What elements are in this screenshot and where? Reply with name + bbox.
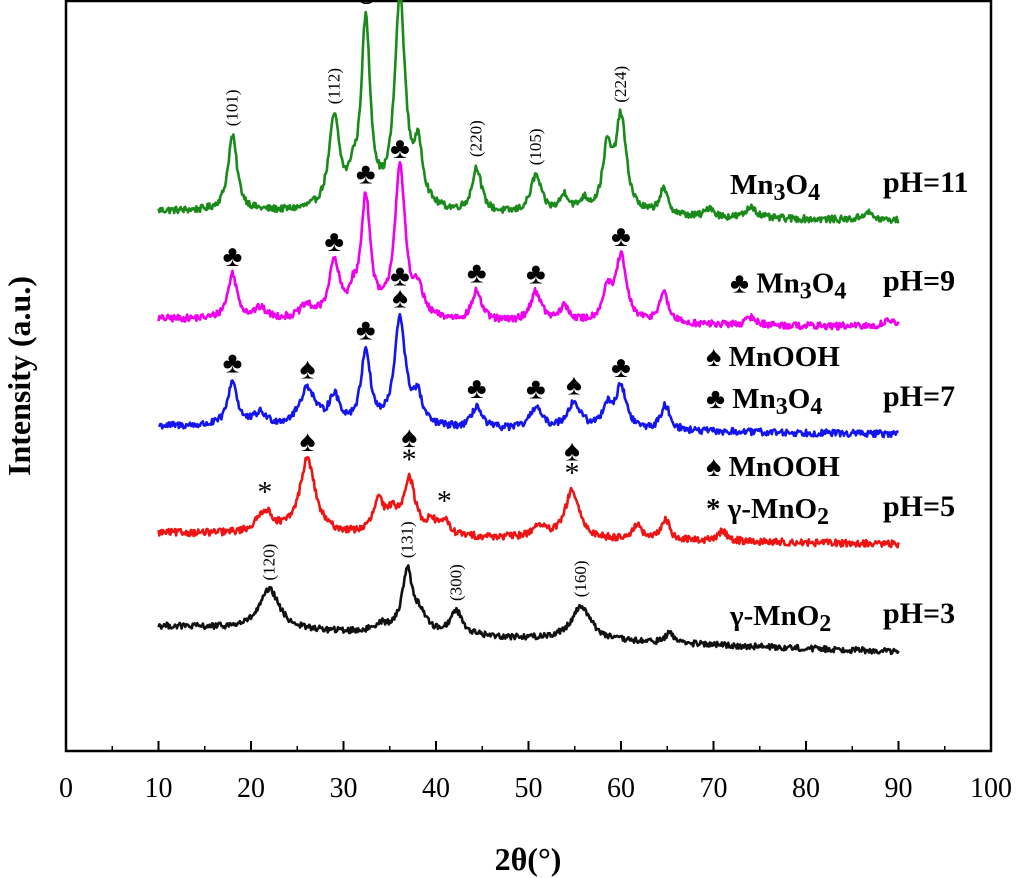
phase-label-part: O bbox=[812, 268, 835, 300]
phase-marker: ♣ bbox=[611, 351, 631, 384]
phase-label-part: O bbox=[786, 169, 809, 201]
series-ph-label: pH=3 bbox=[883, 597, 955, 630]
series-line bbox=[157, 0, 900, 224]
x-axis-title: 2θ(°) bbox=[495, 841, 562, 877]
phase-marker: ♠ bbox=[564, 435, 580, 468]
phase-label-part: 4 bbox=[834, 279, 846, 305]
hkl-annotation: (120) bbox=[260, 544, 279, 581]
phase-label-part: γ-MnO bbox=[729, 600, 819, 632]
phase-marker: ♣ bbox=[390, 260, 410, 293]
phase-marker: ♠ bbox=[566, 369, 582, 402]
series-ph-label: pH=9 bbox=[883, 265, 955, 298]
phase-label-part: 4 bbox=[810, 394, 822, 420]
x-tick-label: 30 bbox=[330, 773, 358, 804]
phase-marker: * bbox=[437, 484, 452, 517]
phase-marker: ♣ bbox=[223, 240, 243, 273]
phase-marker: ♣ bbox=[324, 225, 344, 258]
hkl-annotation: (160) bbox=[571, 560, 590, 597]
series-ph-label: pH=7 bbox=[883, 380, 955, 413]
x-axis: 0 10 20 30 40 50 60 70 80 90 100 bbox=[59, 741, 1012, 804]
label-layer: pH=11Mn3O4(101)(112)(103)(211)(220)(105)… bbox=[223, 0, 969, 637]
phase-marker: ♣ bbox=[467, 257, 487, 290]
phase-label: * γ-MnO2 bbox=[706, 493, 829, 530]
y-axis-title: Intensity (a.u.) bbox=[1, 276, 37, 476]
phase-marker: ♣ bbox=[390, 132, 410, 165]
phase-label-part: 2 bbox=[819, 611, 831, 637]
phase-marker: ♣ bbox=[611, 220, 631, 253]
phase-label-part: ♣ Mn bbox=[706, 383, 776, 415]
hkl-annotation: (220) bbox=[467, 120, 486, 157]
phase-label: Mn3O4 bbox=[730, 169, 820, 206]
hkl-annotation: (105) bbox=[526, 128, 545, 165]
phase-marker: ♠ bbox=[401, 421, 417, 454]
x-tick-label: 90 bbox=[885, 773, 913, 804]
phase-marker: ♣ bbox=[467, 372, 487, 405]
series-layer bbox=[157, 0, 900, 656]
series-line bbox=[157, 456, 900, 549]
phase-label-part: 4 bbox=[808, 180, 820, 206]
phase-marker: * bbox=[564, 457, 579, 490]
series-line bbox=[157, 161, 900, 331]
phase-label: ♠ MnOOH bbox=[706, 341, 840, 373]
phase-marker: ♣ bbox=[526, 372, 546, 405]
phase-label-part: 3 bbox=[800, 279, 812, 305]
hkl-annotation: (112) bbox=[324, 68, 343, 104]
x-tick-label: 60 bbox=[607, 773, 635, 804]
phase-label-part: 3 bbox=[774, 180, 786, 206]
phase-label-part: O bbox=[788, 383, 811, 415]
phase-marker: * bbox=[257, 475, 272, 508]
hkl-annotation: (300) bbox=[446, 564, 465, 601]
series-ph-label: pH=5 bbox=[883, 490, 955, 523]
phase-marker: * bbox=[402, 443, 417, 476]
x-tick-label: 10 bbox=[145, 773, 173, 804]
x-tick-label: 80 bbox=[792, 773, 820, 804]
x-tick-label: 40 bbox=[422, 773, 450, 804]
hkl-annotation: (224) bbox=[611, 66, 630, 103]
series-line bbox=[158, 312, 899, 439]
phase-marker: ♠ bbox=[299, 425, 315, 458]
phase-label: ♠ MnOOH bbox=[706, 451, 840, 483]
phase-label-part: Mn bbox=[730, 169, 774, 201]
series-line bbox=[157, 564, 900, 656]
x-tick-label: 0 bbox=[59, 773, 73, 804]
series-ph-label: pH=11 bbox=[883, 166, 968, 199]
x-tick-label: 50 bbox=[515, 773, 543, 804]
phase-marker: ♣ bbox=[526, 258, 546, 291]
phase-marker: ♣ bbox=[356, 157, 376, 190]
x-tick-label: 100 bbox=[970, 773, 1012, 804]
phase-marker: ♣ bbox=[356, 313, 376, 346]
phase-label: γ-MnO2 bbox=[729, 600, 831, 637]
phase-label: ♣ Mn3O4 bbox=[730, 268, 846, 305]
phase-label-part: 3 bbox=[776, 394, 788, 420]
phase-marker: ♠ bbox=[392, 282, 408, 315]
phase-marker: ♣ bbox=[223, 346, 243, 379]
hkl-annotation: (101) bbox=[223, 89, 242, 126]
x-tick-label: 20 bbox=[237, 773, 265, 804]
phase-marker: ♠ bbox=[299, 353, 315, 386]
hkl-annotation: (131) bbox=[397, 521, 416, 558]
phase-label: ♣ Mn3O4 bbox=[706, 383, 822, 420]
phase-label-part: * γ-MnO bbox=[706, 493, 817, 525]
hkl-annotation: (103) bbox=[356, 0, 375, 5]
phase-label-part: ♣ Mn bbox=[730, 268, 800, 300]
x-tick-label: 70 bbox=[700, 773, 728, 804]
phase-label-part: 2 bbox=[817, 504, 829, 530]
